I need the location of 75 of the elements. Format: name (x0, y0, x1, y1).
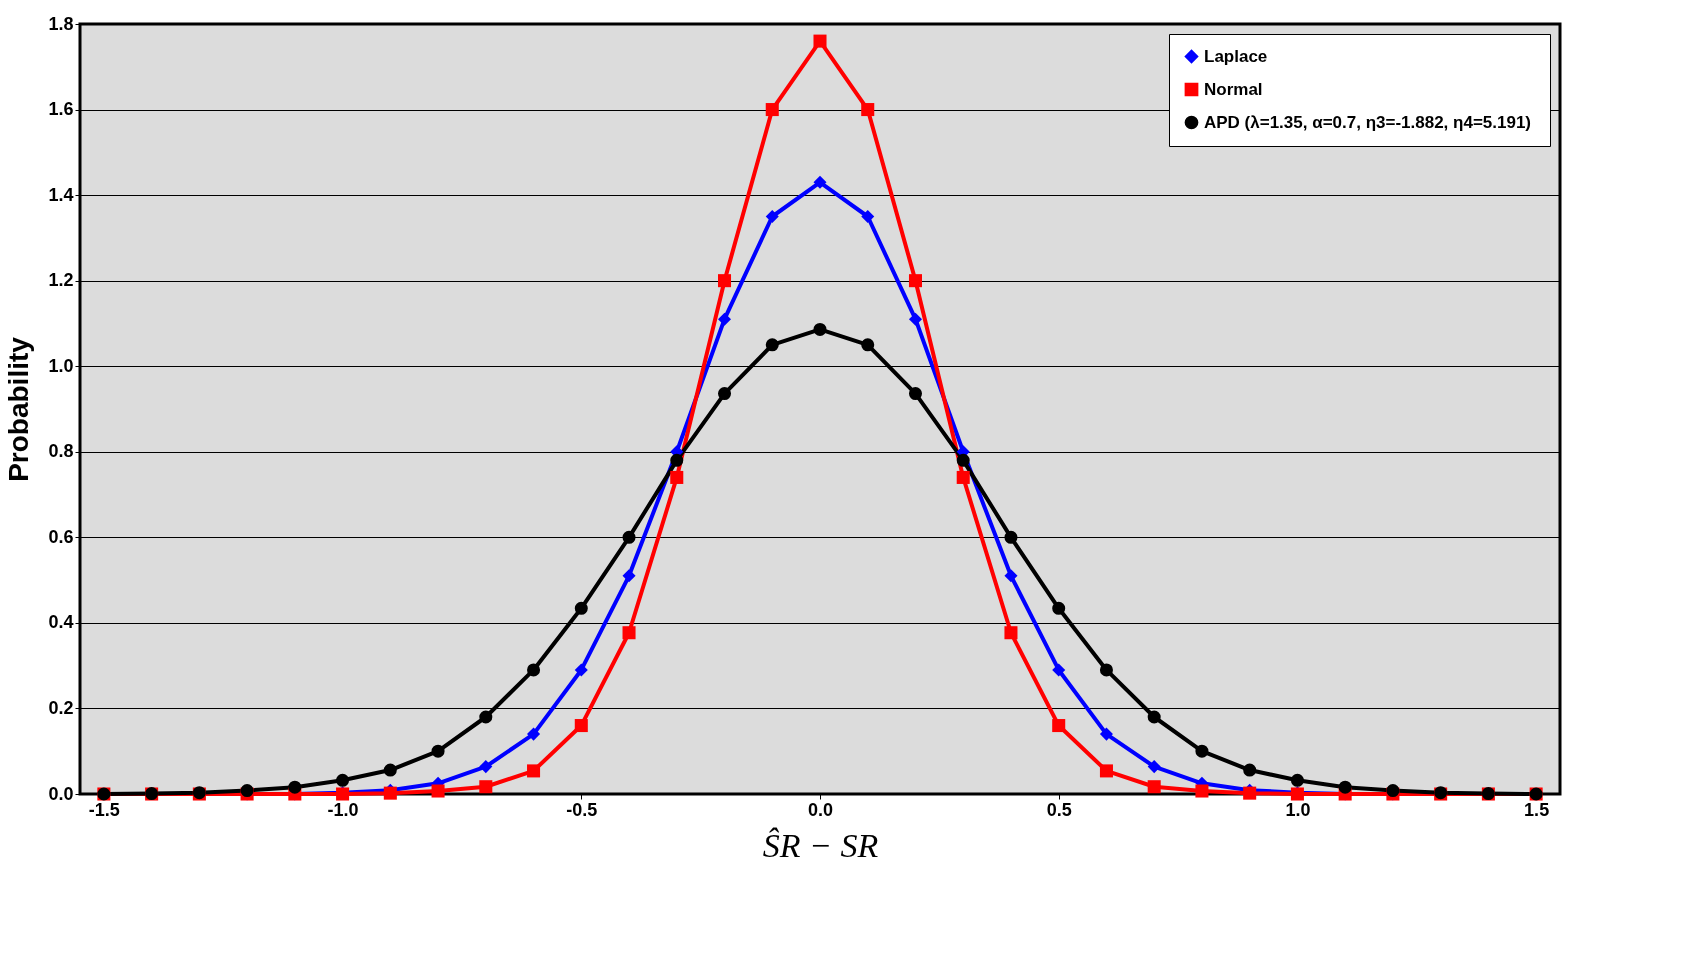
legend-label: APD (λ=1.35, α=0.7, η3=-1.882, η4=5.191) (1204, 112, 1532, 132)
point (479, 780, 493, 794)
point (956, 470, 970, 484)
y-tick-label: 0.8 (48, 441, 74, 462)
point (479, 710, 493, 724)
point (1147, 760, 1161, 774)
x-tick-label: -1.5 (88, 799, 120, 820)
point (1147, 780, 1161, 794)
x-tick-label: -1.0 (327, 799, 359, 820)
x-tick-label: 0.0 (807, 799, 834, 820)
y-tick-label: 0.6 (48, 526, 74, 547)
point (1052, 663, 1066, 677)
point (1290, 773, 1304, 787)
point (813, 322, 827, 336)
point (861, 338, 875, 352)
point (765, 338, 779, 352)
point (1195, 784, 1209, 798)
point (765, 209, 779, 224)
point (908, 312, 922, 326)
point (479, 760, 493, 774)
point (718, 312, 732, 326)
y-tick-label: 0.2 (48, 697, 74, 718)
point (1099, 764, 1113, 778)
y-tick-label: 1.4 (48, 184, 74, 205)
point (622, 569, 636, 583)
point (861, 209, 875, 224)
legend-label: Laplace (1204, 46, 1268, 66)
point (431, 744, 445, 758)
y-tick-label: 1.8 (48, 13, 74, 34)
point (527, 764, 541, 778)
point (1099, 663, 1113, 677)
point (1052, 719, 1066, 733)
point (1099, 727, 1113, 741)
point (813, 175, 827, 189)
point (908, 387, 922, 401)
x-axis-title: ŜR − SR (762, 826, 879, 864)
point (1338, 780, 1352, 794)
y-tick-label: 1.0 (48, 355, 74, 376)
point (861, 103, 875, 117)
point (718, 274, 732, 288)
point (527, 727, 541, 741)
point (908, 274, 922, 288)
point (1004, 530, 1018, 544)
point (813, 34, 827, 48)
y-tick-label: 1.6 (48, 99, 74, 120)
point (718, 387, 732, 401)
point (622, 626, 636, 640)
point (1195, 744, 1209, 758)
point (1243, 763, 1257, 777)
point (431, 784, 445, 798)
point (574, 663, 588, 677)
point (383, 763, 397, 777)
point (670, 470, 684, 484)
point (574, 719, 588, 733)
x-tick-label: 0.5 (1046, 799, 1072, 820)
point (527, 663, 541, 677)
x-tick-label: 1.5 (1524, 799, 1550, 820)
x-tick-label: -0.5 (566, 799, 598, 820)
point (1004, 569, 1018, 583)
point (1052, 601, 1066, 615)
y-tick-label: 1.2 (48, 270, 74, 291)
point (670, 453, 684, 467)
point (288, 780, 302, 794)
x-tick-label: 1.0 (1285, 799, 1311, 820)
point (1004, 626, 1018, 640)
legend-label: Normal (1204, 79, 1263, 99)
y-tick-label: 0.4 (48, 612, 74, 633)
point (574, 601, 588, 615)
point (336, 773, 350, 787)
point (1147, 710, 1161, 724)
y-tick-label: 0.0 (48, 783, 74, 804)
point (622, 530, 636, 544)
y-axis-title: Probability (3, 336, 35, 482)
point (765, 103, 779, 117)
point (956, 453, 970, 467)
